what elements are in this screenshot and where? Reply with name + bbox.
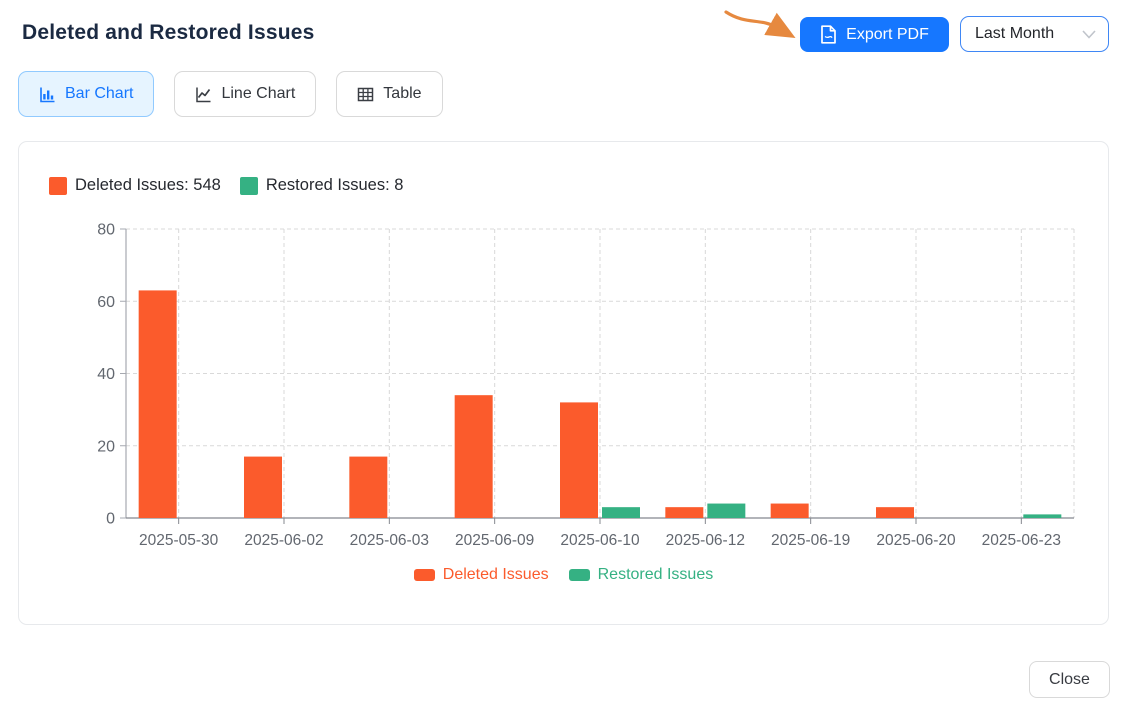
bar-deleted-issues xyxy=(560,402,598,518)
restored-legend-label: Restored Issues xyxy=(597,566,714,583)
deleted-legend-label: Deleted Issues xyxy=(442,566,549,583)
tab-bar-chart[interactable]: Bar Chart xyxy=(18,71,155,117)
bar-chart-canvas: 0 20 40 60 80 2025-05-30 2025-06-02 2025-06-03 2… xyxy=(97,222,1075,549)
y-axis-label: 0 xyxy=(106,511,115,528)
bar-deleted-issues xyxy=(138,290,177,518)
close-button[interactable]: Close xyxy=(1029,661,1110,698)
tab-table-label: Table xyxy=(383,85,422,102)
bar-restored-issues xyxy=(602,507,640,518)
summary-restored-issues: Restored Issues: 8 xyxy=(239,176,404,195)
annotation-arrow-icon xyxy=(724,10,796,38)
period-select-value: Last Month xyxy=(975,25,1055,42)
summary-deleted-label: Deleted Issues: 548 xyxy=(75,176,221,194)
tab-line-chart-label: Line Chart xyxy=(221,85,296,102)
bar-deleted-issues xyxy=(665,507,704,518)
bar-chart-icon xyxy=(39,86,56,103)
deleted-swatch xyxy=(49,176,67,195)
page-title: Deleted and Restored Issues xyxy=(22,21,315,44)
x-axis-label: 2025-06-03 xyxy=(350,532,429,549)
summary-restored-label: Restored Issues: 8 xyxy=(265,176,404,194)
x-axis-label: 2025-05-30 xyxy=(139,532,219,549)
bar-chart: 0 20 40 60 80 2025-05-30 2025-06-02 2025-06-03 2… xyxy=(19,212,1110,562)
x-axis-label: 2025-06-19 xyxy=(771,532,850,549)
series-legend: Deleted Issues Restored Issues xyxy=(19,566,1108,584)
y-axis-label: 20 xyxy=(97,438,115,455)
x-axis-label: 2025-06-02 xyxy=(244,532,323,549)
export-pdf-button[interactable]: Export PDF xyxy=(800,17,949,52)
tab-table[interactable]: Table xyxy=(336,71,443,117)
bar-restored-issues xyxy=(1023,514,1062,518)
period-select[interactable]: Last Month xyxy=(960,16,1109,52)
file-pdf-icon xyxy=(820,25,837,44)
x-axis-label: 2025-06-12 xyxy=(666,532,745,549)
export-pdf-label: Export PDF xyxy=(846,25,929,43)
bar-restored-issues xyxy=(707,503,746,518)
summary-deleted-issues: Deleted Issues: 548 xyxy=(49,176,221,195)
chart-card: Deleted Issues: 548 Restored Issues: 8 0… xyxy=(18,141,1109,625)
line-chart-icon xyxy=(195,86,212,103)
summary-legend: Deleted Issues: 548 Restored Issues: 8 xyxy=(49,176,403,195)
legend-item-deleted-issues[interactable]: Deleted Issues xyxy=(413,566,549,584)
legend-item-restored-issues[interactable]: Restored Issues xyxy=(568,566,714,584)
y-axis-label: 40 xyxy=(97,366,115,383)
x-axis-label: 2025-06-23 xyxy=(982,532,1061,549)
tab-bar-chart-label: Bar Chart xyxy=(65,85,134,102)
x-axis-label: 2025-06-10 xyxy=(560,532,640,549)
deleted-legend-swatch xyxy=(413,569,435,581)
bar-deleted-issues xyxy=(770,503,809,518)
bar-deleted-issues xyxy=(876,507,914,518)
bar-deleted-issues xyxy=(349,456,388,518)
x-axis-label: 2025-06-20 xyxy=(876,532,956,549)
restored-swatch xyxy=(239,176,258,195)
restored-legend-swatch xyxy=(568,569,590,581)
x-axis-label: 2025-06-09 xyxy=(455,532,534,549)
tab-line-chart[interactable]: Line Chart xyxy=(174,71,317,117)
chart-type-tabs: Bar Chart Line Chart Table xyxy=(18,71,443,117)
y-axis-label: 80 xyxy=(97,222,115,239)
y-axis-label: 60 xyxy=(97,294,115,311)
chevron-down-icon xyxy=(1082,29,1096,39)
bar-deleted-issues xyxy=(454,395,493,518)
bar-deleted-issues xyxy=(244,456,282,518)
table-icon xyxy=(357,86,374,103)
